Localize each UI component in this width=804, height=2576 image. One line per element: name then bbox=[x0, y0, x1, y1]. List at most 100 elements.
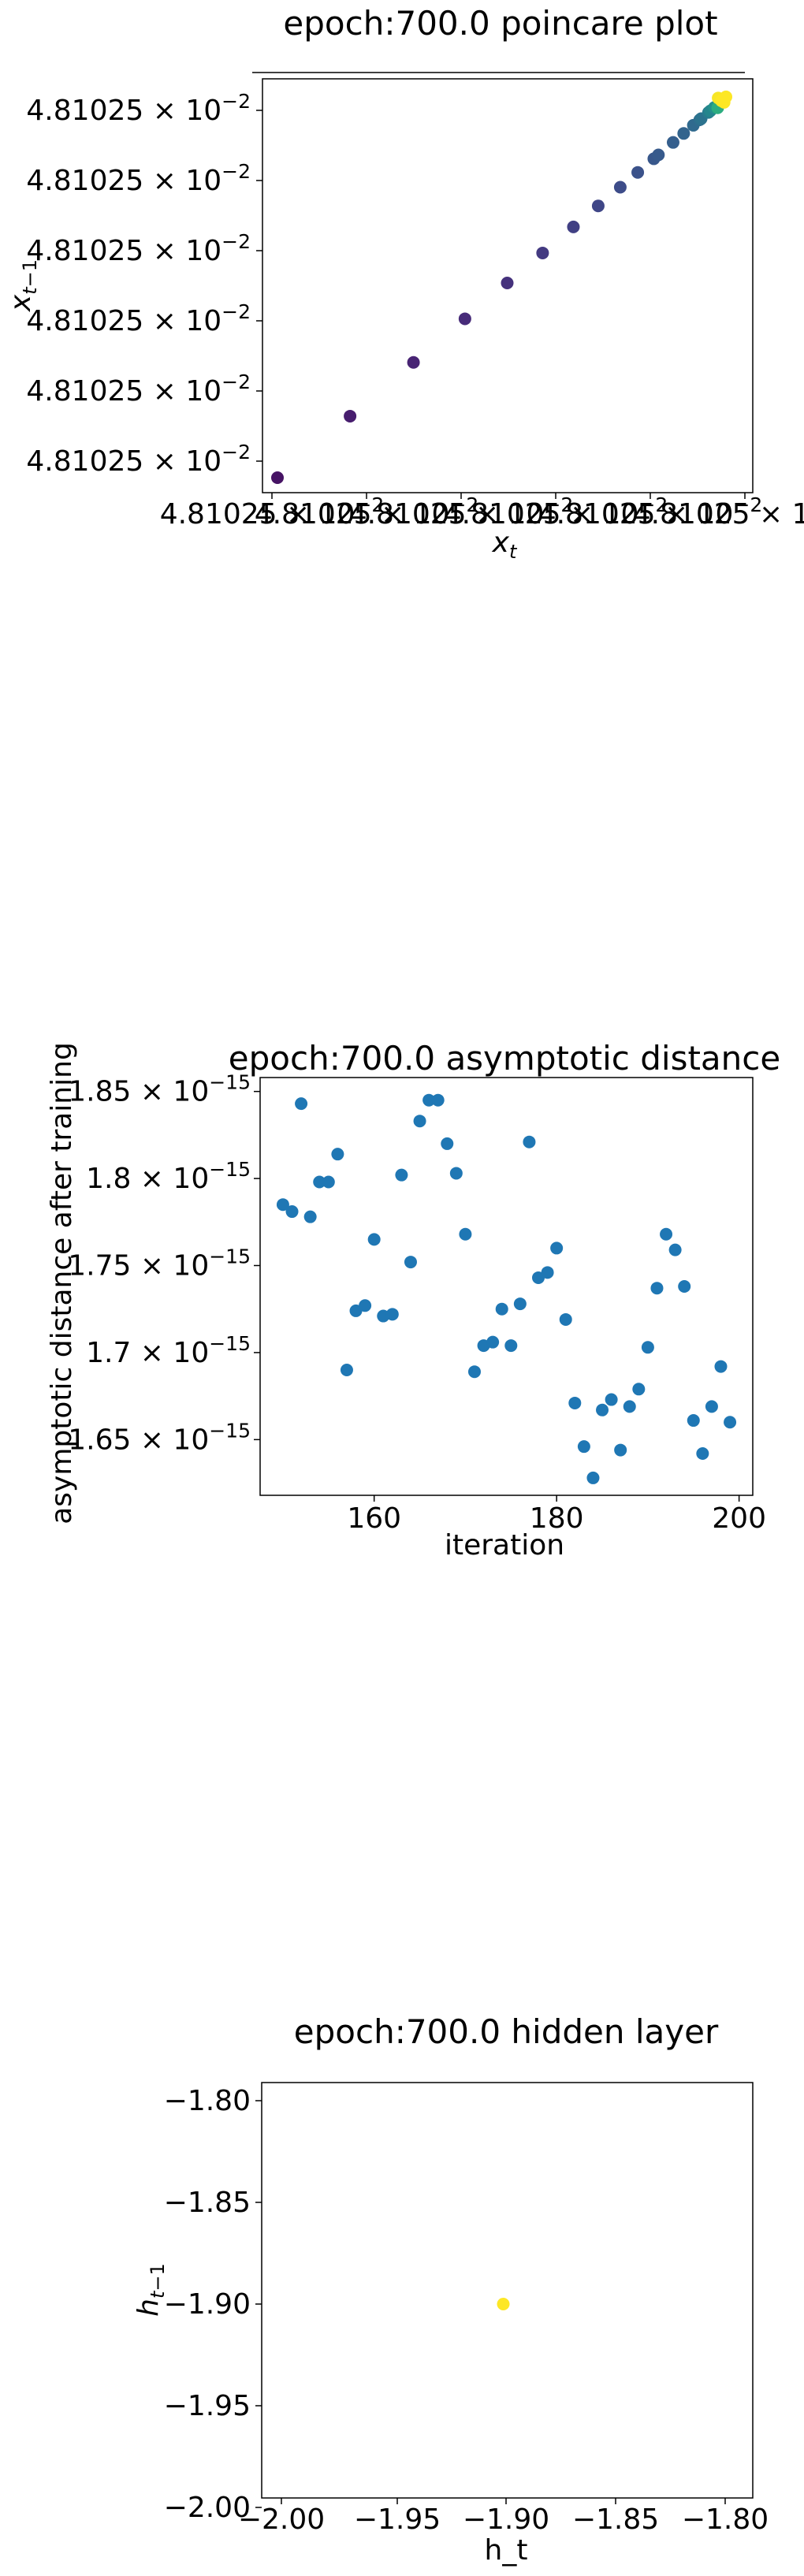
asymptotic-point bbox=[495, 1302, 508, 1316]
asymptotic-x-tick-label: 200 bbox=[712, 1502, 766, 1535]
asymptotic-point bbox=[431, 1093, 445, 1107]
hidden-layer-y-tick-label: −1.90 bbox=[164, 2288, 251, 2321]
asymptotic-y-label: asymptotic distance after training bbox=[46, 1042, 78, 1524]
poincare-point bbox=[458, 312, 471, 326]
asymptotic-y-tick-label: 1.85 × 10−15 bbox=[68, 1071, 251, 1108]
asymptotic-point bbox=[532, 1271, 545, 1284]
asymptotic-point bbox=[541, 1266, 554, 1279]
asymptotic-point bbox=[486, 1335, 500, 1349]
asymptotic-point bbox=[395, 1168, 408, 1182]
poincare-y-label: xt−1 bbox=[5, 259, 41, 312]
poincare-point bbox=[677, 127, 690, 140]
asymptotic-chart: epoch:700.0 asymptotic distance 1.65 × 1… bbox=[46, 1039, 780, 1562]
asymptotic-point bbox=[276, 1198, 289, 1212]
asymptotic-point bbox=[632, 1383, 646, 1396]
poincare-x-tick-label: 4.81025 × 10−2 bbox=[444, 493, 668, 530]
hidden-layer-y-tick-label: −2.00 bbox=[164, 2492, 251, 2524]
asymptotic-plot-area bbox=[259, 1077, 754, 1496]
asymptotic-point bbox=[650, 1282, 664, 1295]
asymptotic-point bbox=[705, 1400, 718, 1413]
hidden-layer-chart: epoch:700.0 hidden layer −1.80 −1.85 −1.90… bbox=[132, 2012, 769, 2567]
poincare-point bbox=[344, 409, 357, 423]
asymptotic-point bbox=[696, 1447, 709, 1460]
asymptotic-point bbox=[467, 1365, 481, 1379]
poincare-point bbox=[652, 148, 665, 162]
hidden-layer-x-tick-label: −1.85 bbox=[572, 2503, 659, 2536]
poincare-y-tick-label: 4.81025 × 10−2 bbox=[26, 230, 251, 267]
asymptotic-x-label: iteration bbox=[445, 1529, 564, 1562]
poincare-point bbox=[591, 199, 605, 213]
poincare-x-tick-label: 4.81025 × 10−2 bbox=[633, 493, 804, 530]
asymptotic-point bbox=[422, 1093, 436, 1107]
poincare-chart: epoch:700.0 poincare plot 4.81025 × 10−2… bbox=[5, 4, 804, 563]
asymptotic-point bbox=[523, 1135, 536, 1148]
poincare-point bbox=[666, 136, 679, 149]
poincare-point bbox=[567, 220, 580, 233]
hidden-layer-plot-area bbox=[261, 2082, 754, 2499]
asymptotic-point bbox=[303, 1210, 317, 1223]
asymptotic-x-ticks: 160 180 200 bbox=[347, 1495, 766, 1535]
asymptotic-point bbox=[349, 1304, 363, 1317]
hidden-layer-y-ticks: −1.80 −1.85 −1.90 −1.95 −2.00 bbox=[164, 2085, 262, 2524]
asymptotic-points bbox=[276, 1093, 737, 1484]
hidden-layer-y-label: ht−1 bbox=[132, 2263, 169, 2317]
asymptotic-point bbox=[504, 1339, 518, 1353]
asymptotic-point bbox=[285, 1205, 299, 1219]
poincare-x-tick-label: 4.81025 × 10−2 bbox=[255, 493, 479, 530]
poincare-points bbox=[271, 90, 733, 484]
asymptotic-point bbox=[559, 1312, 572, 1326]
poincare-plot-area bbox=[262, 78, 754, 493]
asymptotic-point bbox=[568, 1396, 582, 1409]
poincare-point bbox=[613, 181, 627, 194]
asymptotic-point bbox=[513, 1297, 527, 1311]
asymptotic-point bbox=[668, 1243, 682, 1256]
poincare-x-tick-label: 4.81025 × 10−2 bbox=[538, 493, 763, 530]
hidden-layer-y-tick-label: −1.95 bbox=[164, 2390, 251, 2422]
poincare-x-ticks: 4.81025 × 10−24.81025 × 10−24.81025 × 10… bbox=[160, 493, 804, 530]
asymptotic-point bbox=[340, 1364, 353, 1376]
poincare-point bbox=[720, 90, 733, 103]
asymptotic-point bbox=[331, 1148, 344, 1161]
asymptotic-point bbox=[623, 1400, 636, 1413]
asymptotic-point bbox=[313, 1175, 326, 1189]
poincare-y-tick-label: 4.81025 × 10−2 bbox=[26, 300, 251, 337]
asymptotic-point bbox=[687, 1414, 700, 1428]
poincare-point bbox=[271, 471, 284, 484]
hidden-layer-points bbox=[497, 2298, 510, 2310]
asymptotic-point bbox=[367, 1233, 381, 1246]
asymptotic-point bbox=[660, 1227, 673, 1241]
poincare-y-tick-label: 4.81025 × 10−2 bbox=[26, 441, 251, 478]
asymptotic-point bbox=[295, 1097, 308, 1111]
asymptotic-point bbox=[605, 1393, 618, 1406]
asymptotic-point bbox=[641, 1341, 654, 1354]
poincare-point bbox=[536, 246, 549, 259]
poincare-point bbox=[631, 166, 645, 179]
asymptotic-x-tick-label: 160 bbox=[347, 1502, 401, 1535]
hidden-layer-y-tick-label: −1.85 bbox=[164, 2187, 251, 2219]
asymptotic-point bbox=[577, 1440, 590, 1454]
asymptotic-point bbox=[614, 1443, 627, 1457]
poincare-x-tick-label: 4.81025 × 10−2 bbox=[160, 493, 385, 530]
asymptotic-y-tick-label: 1.75 × 10−15 bbox=[68, 1245, 251, 1282]
poincare-y-ticks: 4.81025 × 10−2 4.81025 × 10−2 4.81025 × 10… bbox=[26, 90, 262, 478]
asymptotic-y-tick-label: 1.7 × 10−15 bbox=[86, 1332, 251, 1369]
asymptotic-point bbox=[586, 1471, 600, 1484]
asymptotic-point bbox=[449, 1167, 463, 1180]
hidden-layer-x-tick-label: −2.00 bbox=[238, 2503, 325, 2536]
poincare-y-tick-label: 4.81025 × 10−2 bbox=[26, 90, 251, 127]
asymptotic-point bbox=[322, 1175, 335, 1189]
asymptotic-y-tick-label: 1.65 × 10−15 bbox=[68, 1419, 251, 1456]
poincare-title: epoch:700.0 poincare plot bbox=[283, 4, 717, 43]
asymptotic-point bbox=[459, 1227, 472, 1241]
poincare-x-tick-label: 4.81025 × 10−2 bbox=[349, 493, 574, 530]
asymptotic-y-ticks: 1.65 × 10−15 1.7 × 10−15 1.75 × 10−15 1.8 ×… bbox=[68, 1071, 260, 1456]
asymptotic-point bbox=[441, 1137, 454, 1150]
asymptotic-point bbox=[550, 1241, 564, 1255]
hidden-layer-x-tick-label: −1.95 bbox=[354, 2503, 441, 2536]
asymptotic-point bbox=[359, 1299, 372, 1312]
poincare-y-tick-label: 4.81025 × 10−2 bbox=[26, 160, 251, 197]
asymptotic-point bbox=[404, 1256, 417, 1269]
asymptotic-point bbox=[596, 1403, 609, 1416]
poincare-point bbox=[501, 277, 514, 289]
hidden-layer-x-tick-label: −1.80 bbox=[682, 2503, 769, 2536]
